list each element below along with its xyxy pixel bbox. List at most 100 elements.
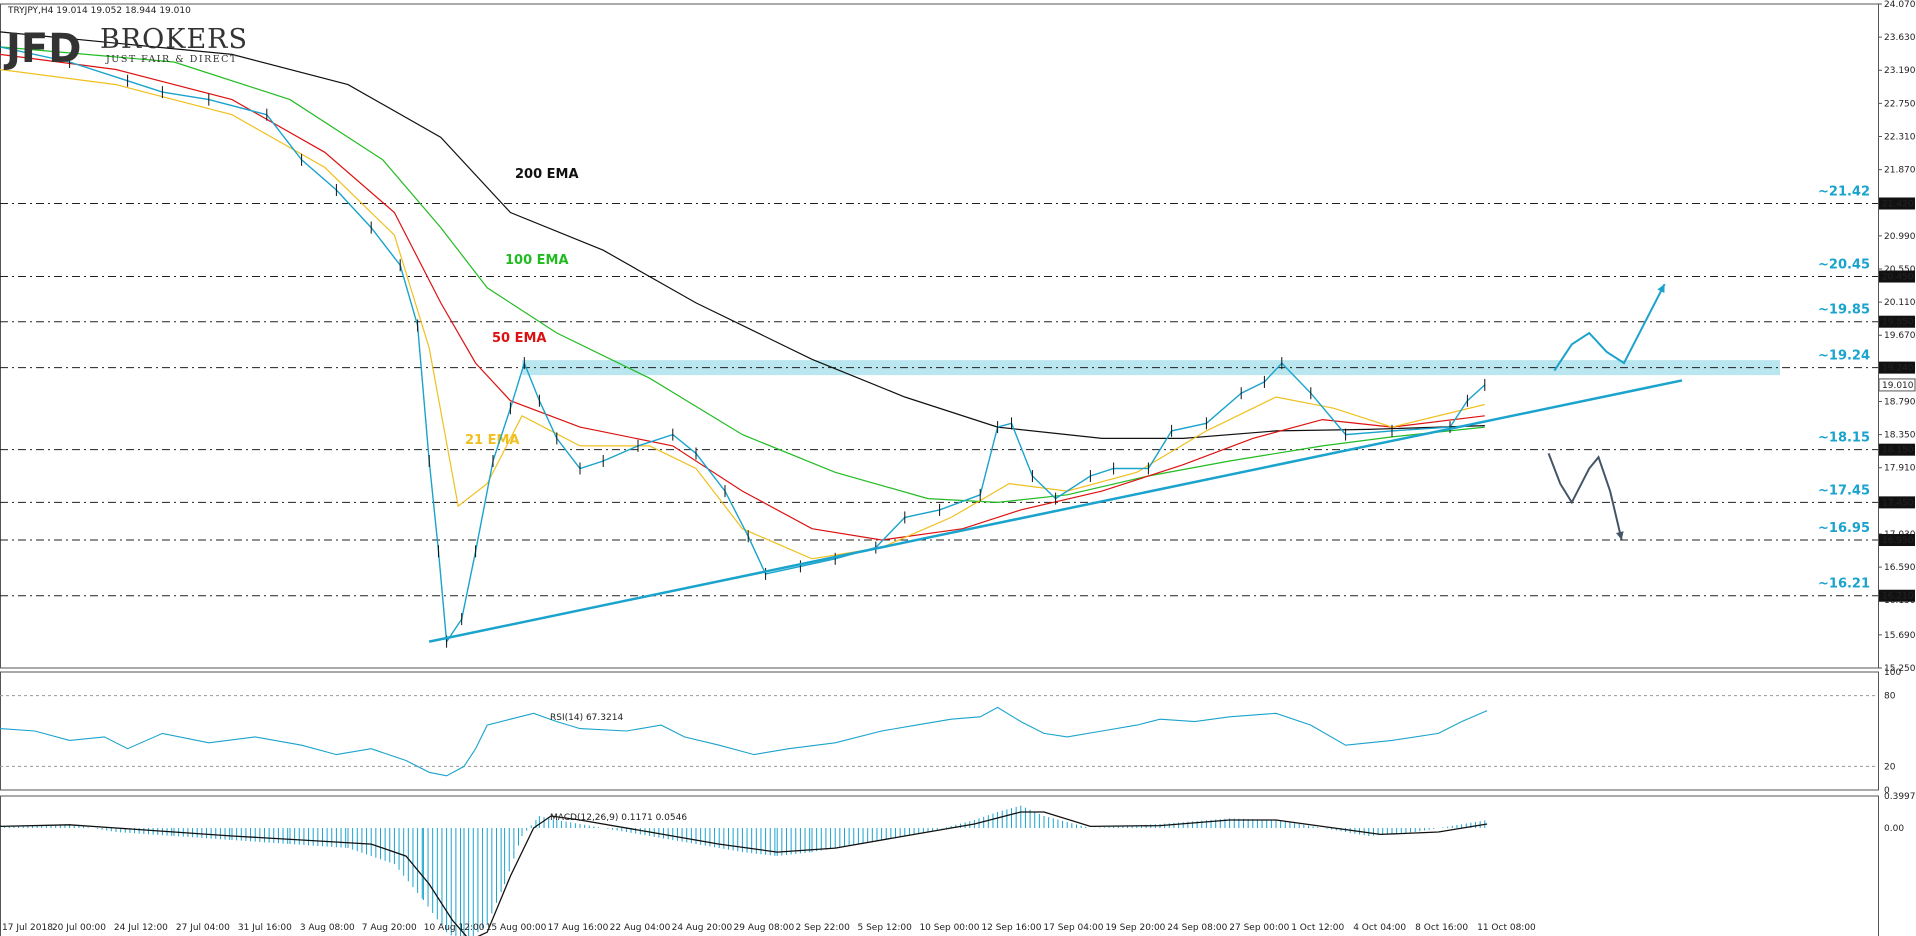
price-axis-label: 19.670: [1884, 331, 1916, 341]
time-axis-label: 3 Aug 08:00: [300, 923, 355, 933]
price-axis-label: 18.790: [1884, 397, 1916, 407]
ema-line: [0, 53, 1485, 541]
level-axis-label: 20.450: [1882, 273, 1914, 283]
level-label: ~19.85: [1818, 303, 1870, 318]
level-label: ~18.15: [1818, 431, 1870, 446]
level-axis-label: 19.850: [1882, 318, 1914, 328]
time-axis-label: 31 Jul 16:00: [238, 923, 292, 933]
price-line: [0, 46, 1486, 644]
time-axis-label: 24 Jul 12:00: [114, 923, 168, 933]
level-axis-label: 18.150: [1882, 446, 1914, 456]
rsi-axis-label: 20: [1884, 762, 1896, 772]
price-axis-label: 22.310: [1884, 132, 1916, 142]
price-axis-label: 17.910: [1884, 464, 1916, 474]
ema-label: 21 EMA: [465, 433, 520, 448]
up-arrowhead: [1657, 284, 1665, 294]
time-axis-label: 29 Aug 08:00: [734, 923, 795, 933]
macd-title: MACD(12,26,9) 0.1171 0.0546: [550, 813, 687, 823]
time-axis-label: 15 Aug 00:00: [486, 923, 547, 933]
macd-signal-line: [0, 811, 1488, 936]
jfd-brokers-logo: JFD BROKERS JUST FAIR & DIRECT: [3, 24, 248, 72]
macd-axis-label: 0.00: [1884, 824, 1904, 834]
time-axis-label: 24 Aug 20:00: [672, 923, 733, 933]
level-label: ~17.45: [1818, 483, 1870, 498]
ema-label: 100 EMA: [505, 253, 569, 268]
logo-brokers-text: BROKERS: [100, 24, 248, 55]
level-label: ~16.21: [1818, 577, 1870, 592]
time-axis-label: 20 Jul 00:00: [52, 923, 106, 933]
time-axis-label: 24 Sep 08:00: [1167, 923, 1227, 933]
level-axis-box: [1879, 197, 1915, 210]
level-axis-label: 21.420: [1882, 200, 1914, 210]
price-axis-label: 23.190: [1884, 66, 1916, 76]
rsi-axis-label: 0: [1884, 786, 1890, 796]
time-axis-label: 19 Sep 20:00: [1105, 923, 1165, 933]
ema-line: [0, 46, 1485, 504]
price-panel-frame: [0, 3, 1879, 669]
level-axis-box: [1879, 361, 1915, 374]
level-axis-box: [1879, 589, 1915, 602]
rsi-panel-frame: [0, 671, 1879, 791]
current-price-label: 19.010: [1882, 381, 1914, 391]
price-panel: 24.070 23.630 23.190 22.750 22.310 21.870 21.4…: [0, 0, 1916, 674]
price-axis-label: 20.550: [1884, 265, 1916, 275]
level-axis-label: 19.240: [1882, 364, 1914, 374]
rsi-panel: 100 80 20 0: [0, 668, 1901, 796]
level-label: ~16.95: [1818, 521, 1870, 536]
level-axis-box: [1879, 315, 1915, 328]
level-axis-label: 16.210: [1882, 592, 1914, 602]
time-axis-label: 1 Oct 12:00: [1291, 923, 1344, 933]
price-axis-label: 15.250: [1884, 664, 1916, 674]
level-axis-label: 16.950: [1882, 536, 1914, 546]
rsi-title: RSI(14) 67.3214: [550, 713, 623, 723]
time-axis-label: 17 Sep 04:00: [1043, 923, 1103, 933]
ema-label: 200 EMA: [515, 167, 579, 182]
rsi-axis-label: 100: [1884, 668, 1901, 678]
time-axis-label: 7 Aug 20:00: [362, 923, 417, 933]
price-axis-label: 15.690: [1884, 631, 1916, 641]
resistance-zone: [522, 360, 1780, 376]
level-axis-box: [1879, 270, 1915, 283]
symbol-header: TRYJPY,H4 19.014 19.052 18.944 19.010: [7, 6, 191, 16]
price-axis-label: 20.110: [1884, 298, 1916, 308]
price-axis-label: 21.870: [1884, 166, 1916, 176]
price-axis-label: 22.750: [1884, 99, 1916, 109]
level-label: ~20.45: [1818, 258, 1870, 273]
ema-line: [0, 31, 1485, 439]
down-projection-arrow: [1547, 453, 1623, 541]
time-axis-label: 8 Oct 16:00: [1415, 923, 1468, 933]
level-label: ~19.24: [1818, 349, 1870, 364]
level-axis-box: [1879, 496, 1915, 509]
macd-axis-label: 0.3997: [1884, 792, 1916, 802]
logo-tagline-text: JUST FAIR & DIRECT: [105, 54, 238, 65]
price-axis-label: 18.350: [1884, 431, 1916, 441]
time-axis-label: 4 Oct 04:00: [1353, 923, 1406, 933]
time-axis: 17 Jul 2018 20 Jul 00:00 24 Jul 12:00 27 Ju…: [2, 923, 1536, 933]
ema-label: 50 EMA: [492, 331, 547, 346]
current-price-box: [1878, 378, 1916, 392]
level-axis-box: [1879, 443, 1915, 456]
price-axis-label: 23.630: [1884, 33, 1916, 43]
time-axis-label: 5 Sep 12:00: [857, 923, 912, 933]
level-axis-box: [1879, 534, 1915, 547]
macd-panel-frame: [0, 795, 1879, 936]
time-axis-label: 10 Sep 00:00: [919, 923, 979, 933]
time-axis-label: 22 Aug 04:00: [610, 923, 671, 933]
time-axis-label: 11 Oct 08:00: [1477, 923, 1536, 933]
time-axis-label: 12 Sep 16:00: [981, 923, 1041, 933]
logo-jfd-text: JFD: [3, 26, 81, 72]
time-axis-label: 17 Jul 2018: [2, 923, 53, 933]
time-axis-label: 27 Sep 00:00: [1229, 923, 1289, 933]
price-axis-label: 20.990: [1884, 232, 1916, 242]
price-axis-label: 24.070: [1884, 0, 1916, 10]
time-axis-label: 27 Jul 04:00: [176, 923, 230, 933]
time-axis-label: 2 Sep 22:00: [796, 923, 851, 933]
rsi-line: [0, 706, 1488, 777]
rsi-axis-label: 80: [1884, 692, 1896, 702]
level-axis-label: 17.450: [1882, 498, 1914, 508]
ema-line: [0, 68, 1485, 560]
up-projection-arrow: [1553, 283, 1666, 372]
level-label: ~21.42: [1818, 185, 1870, 200]
